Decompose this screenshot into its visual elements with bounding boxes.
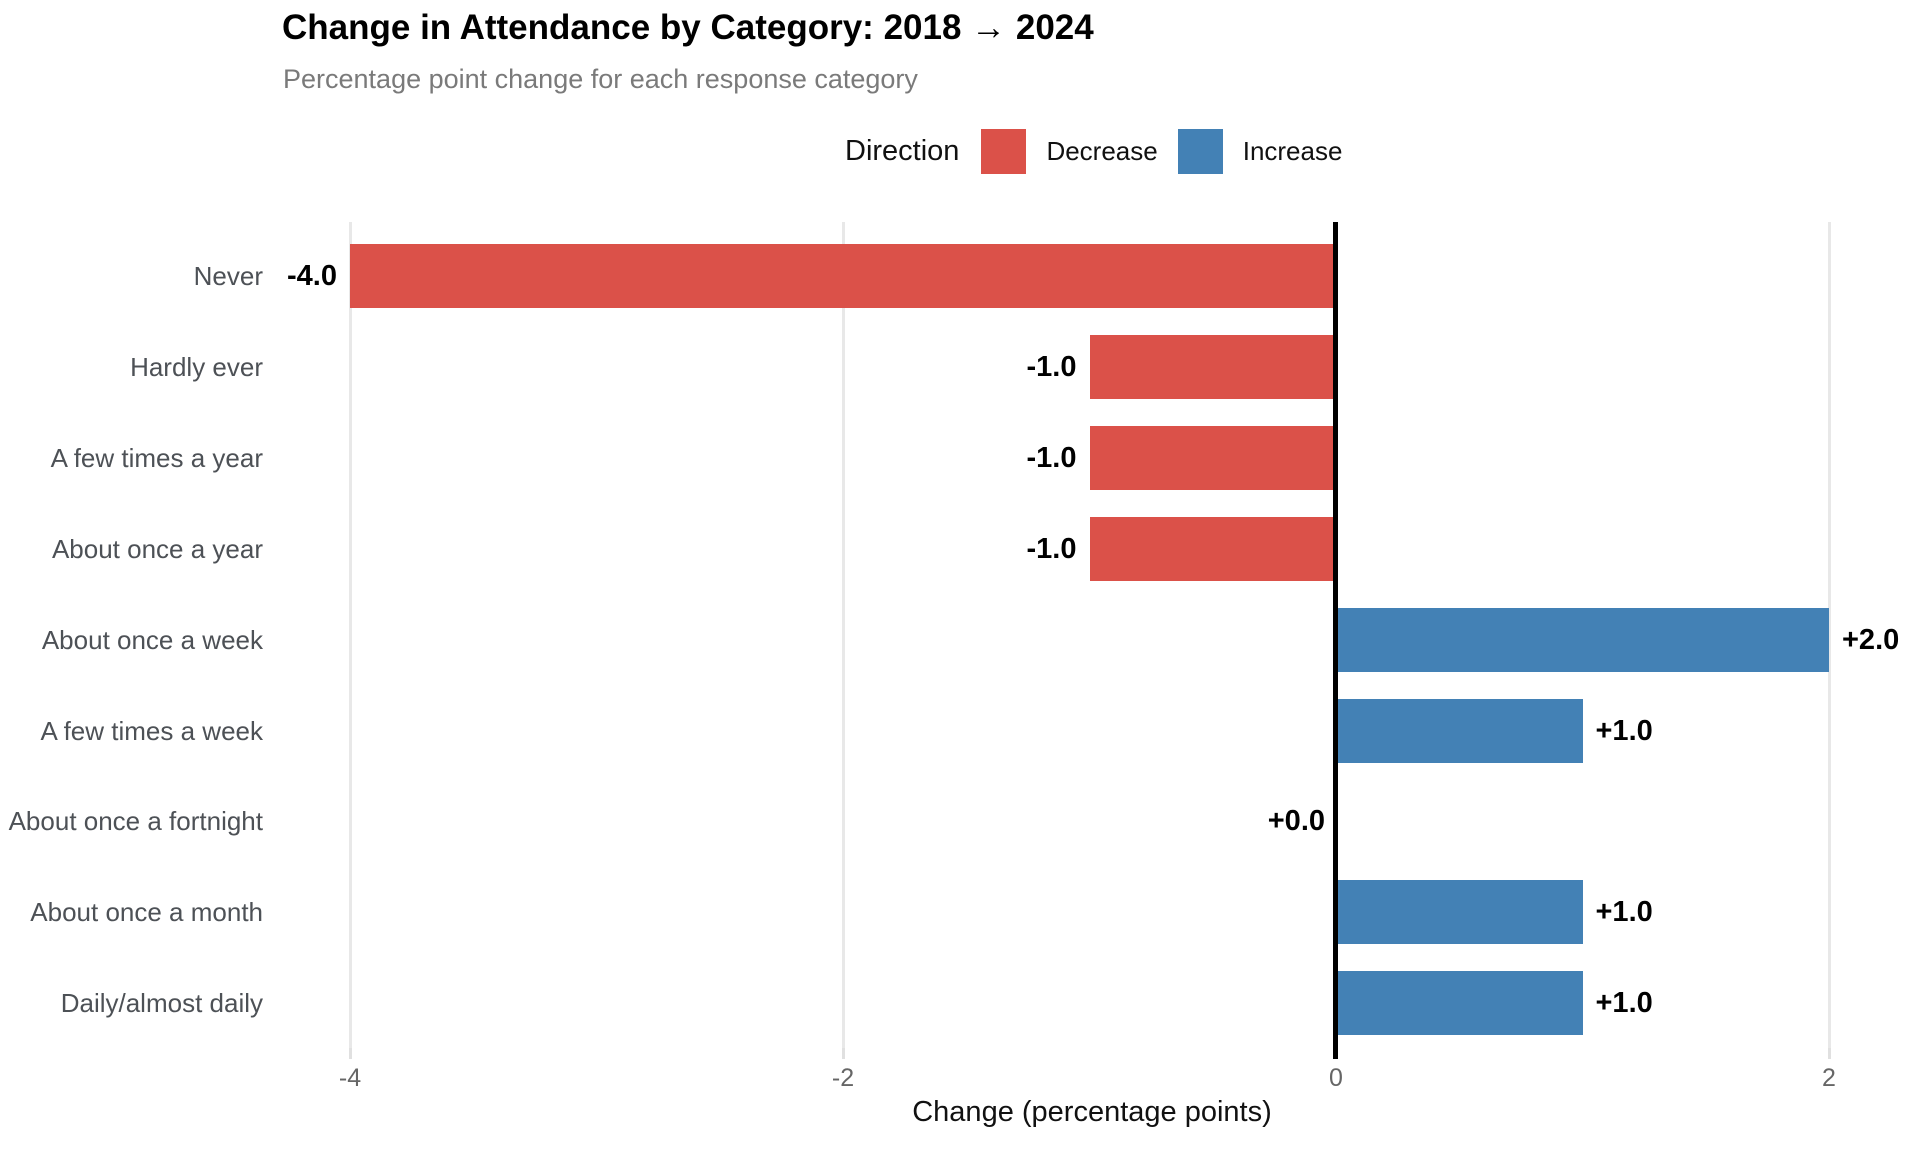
value-label: -1.0 (1026, 441, 1077, 474)
category-label: About once a month (30, 897, 263, 928)
x-tick-label: -2 (831, 1064, 855, 1092)
category-label: Daily/almost daily (60, 988, 263, 1019)
increase-color-swatch (1177, 128, 1223, 174)
bar-about-once-a-week (1336, 607, 1829, 672)
category-label: Never (193, 261, 263, 291)
x-tick-label: 0 (1329, 1064, 1343, 1092)
legend: Direction Decrease Increase (845, 126, 1362, 176)
legend-item-decrease: Decrease (981, 128, 1158, 174)
value-label: +2.0 (1842, 623, 1900, 656)
chart-subtitle: Percentage point change for each respons… (283, 64, 918, 94)
x-tick-label: -4 (338, 1064, 362, 1092)
value-label: -1.0 (1026, 350, 1077, 383)
bar-never (350, 244, 1336, 308)
value-label: +1.0 (1595, 987, 1653, 1020)
bar-hardly-ever (1089, 334, 1336, 399)
grid-line (348, 222, 352, 1048)
category-label: About once a week (41, 624, 263, 655)
chart-title: Change in Attendance by Category: 2018 →… (282, 8, 1094, 47)
legend-item-increase: Increase (1177, 128, 1343, 174)
value-label: +1.0 (1595, 896, 1653, 929)
decrease-color-swatch (981, 128, 1027, 174)
legend-label-decrease: Decrease (1046, 135, 1158, 166)
grid-line (1827, 222, 1831, 1048)
zero-axis-line (1333, 222, 1338, 1059)
axis-tick (1827, 1048, 1831, 1059)
value-label: +1.0 (1595, 714, 1653, 747)
axis-tick (348, 1048, 352, 1059)
axis-tick (841, 1048, 845, 1059)
value-label: +0.0 (1267, 805, 1325, 838)
bar-a-few-times-a-week (1336, 698, 1583, 763)
category-label: Hardly ever (130, 351, 263, 382)
x-axis-title: Change (percentage points) (912, 1096, 1272, 1128)
bar-daily-almost-daily (1336, 971, 1583, 1036)
category-label: A few times a week (40, 715, 263, 746)
category-label: A few times a year (50, 442, 263, 473)
legend-title: Direction (845, 134, 960, 167)
grid-line (841, 222, 845, 1048)
value-label: -1.0 (1026, 532, 1077, 565)
category-label: About once a fortnight (8, 806, 263, 837)
bar-about-once-a-year (1089, 516, 1336, 581)
bar-a-few-times-a-year (1089, 425, 1336, 490)
value-label: -4.0 (287, 260, 337, 292)
legend-label-increase: Increase (1242, 135, 1343, 166)
category-label: About once a year (51, 533, 263, 564)
x-tick-label: 2 (1822, 1064, 1836, 1092)
bar-about-once-a-month (1336, 880, 1583, 945)
